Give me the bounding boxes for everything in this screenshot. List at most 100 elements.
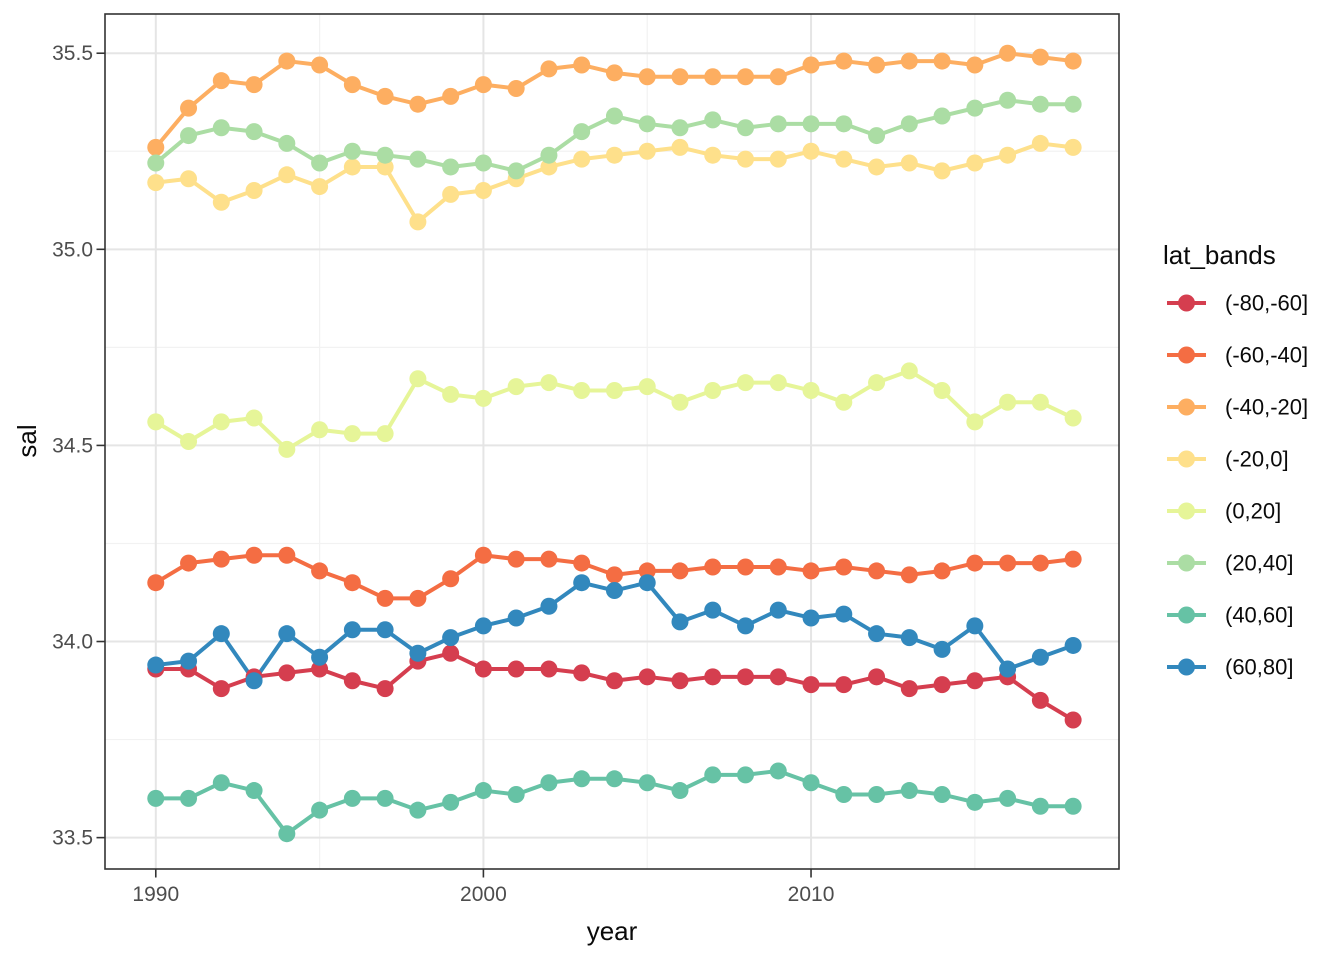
- data-point: [1031, 648, 1049, 666]
- data-point: [442, 629, 460, 647]
- data-point: [540, 550, 558, 568]
- data-point: [605, 672, 623, 690]
- data-point: [966, 99, 984, 117]
- data-point: [769, 150, 787, 168]
- data-point: [278, 134, 296, 152]
- data-point: [671, 613, 689, 631]
- series-points-group: [147, 362, 1082, 458]
- data-point: [507, 550, 525, 568]
- data-point: [573, 554, 591, 572]
- data-point: [540, 660, 558, 678]
- legend: (-80,-60] (-60,-40] (-40,-20] (-20,0] (0,20]…: [1167, 291, 1308, 680]
- data-point: [835, 558, 853, 576]
- legend-key-point-icon: [1178, 502, 1195, 520]
- data-point: [507, 609, 525, 627]
- data-point: [605, 107, 623, 125]
- data-point: [212, 193, 230, 211]
- legend-item: (-20,0]: [1167, 447, 1289, 472]
- data-point: [343, 425, 361, 443]
- data-point: [180, 170, 198, 188]
- data-point: [376, 87, 394, 105]
- data-point: [835, 785, 853, 803]
- data-point: [1031, 95, 1049, 113]
- data-point: [540, 158, 558, 176]
- data-point: [474, 389, 492, 407]
- data-point: [442, 87, 460, 105]
- data-point: [1064, 550, 1082, 568]
- data-point: [442, 570, 460, 588]
- data-point: [343, 789, 361, 807]
- legend-item: (-80,-60]: [1167, 291, 1308, 316]
- data-point: [900, 680, 918, 698]
- data-point: [343, 142, 361, 160]
- data-point: [1031, 134, 1049, 152]
- plot-panel-border: [104, 13, 1120, 870]
- data-point: [671, 68, 689, 86]
- data-point: [999, 554, 1017, 572]
- data-point: [671, 393, 689, 411]
- data-point: [376, 589, 394, 607]
- data-point: [802, 676, 820, 694]
- data-point: [442, 793, 460, 811]
- data-point: [999, 146, 1017, 164]
- legend-key-point-icon: [1178, 606, 1195, 624]
- data-point: [638, 115, 656, 133]
- data-point: [212, 774, 230, 792]
- data-point: [671, 138, 689, 156]
- data-point: [278, 825, 296, 843]
- data-point: [1064, 138, 1082, 156]
- gridlines-major: [105, 14, 1119, 869]
- data-point: [1064, 711, 1082, 729]
- data-point: [180, 789, 198, 807]
- data-point: [180, 652, 198, 670]
- legend-key-point-icon: [1178, 450, 1195, 468]
- data-point: [966, 617, 984, 635]
- legend-item: (-40,-20]: [1167, 395, 1308, 420]
- legend-item: (20,40]: [1167, 551, 1294, 576]
- data-point: [409, 370, 427, 388]
- data-point: [245, 409, 263, 427]
- legend-item-label: (-80,-60]: [1225, 291, 1308, 316]
- data-point: [1031, 797, 1049, 815]
- data-point: [278, 546, 296, 564]
- data-point: [671, 119, 689, 137]
- legend-item-label: (60,80]: [1225, 655, 1294, 680]
- data-point: [966, 554, 984, 572]
- data-point: [769, 762, 787, 780]
- data-point: [1031, 691, 1049, 709]
- data-point: [1064, 636, 1082, 654]
- y-axis-title: sal: [12, 424, 42, 457]
- data-point: [540, 597, 558, 615]
- data-point: [638, 68, 656, 86]
- data-point: [212, 72, 230, 90]
- data-point: [376, 789, 394, 807]
- data-point: [933, 107, 951, 125]
- data-point: [737, 150, 755, 168]
- data-point: [180, 127, 198, 145]
- data-point: [311, 562, 329, 580]
- data-point: [933, 640, 951, 658]
- data-point: [212, 550, 230, 568]
- data-point: [868, 625, 886, 643]
- data-point: [868, 374, 886, 392]
- x-tick-label: 2010: [788, 883, 835, 906]
- data-point: [376, 425, 394, 443]
- data-point: [442, 385, 460, 403]
- data-point: [704, 146, 722, 164]
- data-point: [638, 142, 656, 160]
- data-point: [311, 178, 329, 196]
- data-point: [704, 668, 722, 686]
- data-point: [999, 789, 1017, 807]
- data-point: [540, 60, 558, 78]
- data-point: [147, 413, 165, 431]
- data-point: [638, 562, 656, 580]
- data-point: [704, 558, 722, 576]
- data-point: [1031, 48, 1049, 66]
- data-point: [1031, 554, 1049, 572]
- data-point: [147, 789, 165, 807]
- data-point: [868, 127, 886, 145]
- series-points: [147, 44, 1082, 843]
- data-point: [802, 56, 820, 74]
